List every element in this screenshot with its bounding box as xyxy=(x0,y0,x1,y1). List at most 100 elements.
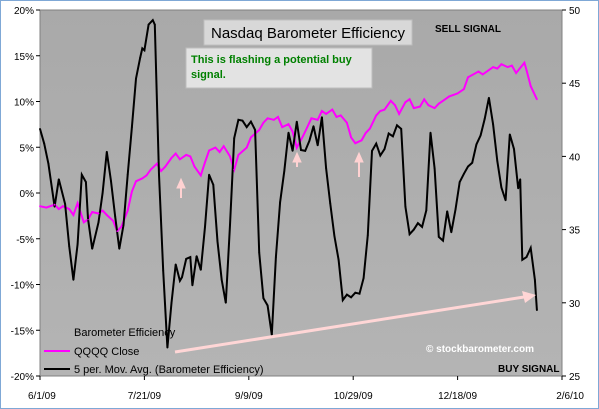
moving-average-point xyxy=(275,256,277,258)
qqqq-close-point xyxy=(427,104,430,107)
moving-average-point xyxy=(287,131,290,134)
moving-average-point xyxy=(80,173,83,176)
qqqq-close-point xyxy=(369,127,371,130)
qqqq-close-point xyxy=(306,126,309,128)
moving-average-point xyxy=(429,131,432,134)
moving-average-point xyxy=(141,47,144,50)
qqqq-close-point xyxy=(492,66,494,68)
up-arrow-icon xyxy=(176,177,186,198)
qqqq-close-point xyxy=(331,108,334,111)
qqqq-close-point xyxy=(101,209,104,212)
qqqq-close-point xyxy=(174,152,177,155)
x-axis-tick-label: 6/1/09 xyxy=(28,391,56,402)
moving-average-point xyxy=(358,292,361,295)
qqqq-close-point xyxy=(375,114,378,117)
moving-average-point xyxy=(450,231,453,234)
moving-average-point xyxy=(233,137,236,140)
x-axis-tick-label: 9/9/09 xyxy=(235,391,263,402)
moving-average-point xyxy=(483,118,486,120)
moving-average-point xyxy=(337,258,340,261)
qqqq-close-point xyxy=(412,107,415,109)
moving-average-point xyxy=(341,299,344,301)
qqqq-close-point xyxy=(116,230,119,233)
moving-average-point xyxy=(39,127,41,130)
up-arrow-icon xyxy=(354,151,364,177)
moving-average-point xyxy=(492,123,494,126)
moving-average-point xyxy=(147,23,150,26)
qqqq-close-point xyxy=(467,76,469,79)
qqqq-close-point xyxy=(346,121,348,124)
moving-average-point xyxy=(463,172,465,175)
qqqq-close-point xyxy=(500,63,503,66)
moving-average-point xyxy=(404,205,407,208)
qqqq-close-point xyxy=(149,168,152,171)
moving-average-point xyxy=(254,129,256,131)
qqqq-close-point xyxy=(394,104,396,107)
qqqq-close-point xyxy=(229,155,231,158)
moving-average-point xyxy=(300,149,302,151)
qqqq-close-point xyxy=(237,154,240,156)
qqqq-close-point xyxy=(316,118,319,121)
right-axis-tick-label: 50 xyxy=(569,6,581,17)
moving-average-point xyxy=(346,293,348,296)
qqqq-close-point xyxy=(448,95,451,98)
moving-average-point xyxy=(191,284,194,287)
qqqq-close-point xyxy=(525,69,528,71)
qqqq-close-point xyxy=(208,149,211,152)
moving-average-point xyxy=(53,205,56,208)
x-axis-tick-label: 7/21/09 xyxy=(128,391,162,402)
left-axis-tick-label: 10% xyxy=(14,98,34,109)
qqqq-close-point xyxy=(135,180,137,183)
moving-average-point xyxy=(350,296,352,299)
qqqq-close-point xyxy=(179,158,181,161)
moving-average-point xyxy=(245,126,248,128)
moving-average-point xyxy=(316,144,319,147)
chart-title: Nasdaq Barometer Efficiency xyxy=(211,25,405,42)
moving-average-point xyxy=(114,215,117,218)
right-axis-tick-label: 25 xyxy=(569,372,581,383)
qqqq-close-point xyxy=(112,219,114,222)
moving-average-point xyxy=(43,142,46,145)
moving-average-point xyxy=(85,181,87,183)
moving-average-point xyxy=(387,132,390,135)
qqqq-close-point xyxy=(506,66,509,68)
note-box xyxy=(185,47,373,89)
qqqq-close-point xyxy=(295,146,298,149)
moving-average-point xyxy=(76,243,79,246)
moving-average-point xyxy=(229,224,231,226)
moving-average-point xyxy=(529,247,532,249)
qqqq-close-point xyxy=(277,116,279,118)
qqqq-close-point xyxy=(233,168,236,171)
moving-average-point xyxy=(60,186,62,189)
moving-average-point xyxy=(421,226,423,228)
qqqq-close-point xyxy=(481,73,484,76)
qqqq-close-point xyxy=(291,130,294,133)
moving-average-point xyxy=(91,247,94,250)
moving-average-point xyxy=(195,255,198,257)
moving-average-point xyxy=(519,178,522,181)
moving-average-point xyxy=(258,251,261,254)
qqqq-close-point xyxy=(120,225,123,228)
qqqq-close-point xyxy=(199,174,202,177)
legend: Barometer Efficiency QQQQ Close 5 per. M… xyxy=(44,327,264,376)
moving-average-point xyxy=(151,19,154,21)
moving-average-point xyxy=(216,240,219,243)
watermark: © stockbarometer.com xyxy=(426,344,534,355)
left-axis-tick-label: -5% xyxy=(16,235,34,246)
qqqq-close-point xyxy=(131,190,133,193)
moving-average-point xyxy=(118,247,121,250)
qqqq-close-point xyxy=(423,98,426,101)
moving-average-point xyxy=(266,304,269,307)
qqqq-close-point xyxy=(463,88,465,90)
moving-average-point xyxy=(433,167,436,170)
left-axis-tick-label: -10% xyxy=(11,281,34,292)
left-axis-tick-label: -15% xyxy=(11,326,34,337)
moving-average-point xyxy=(131,126,133,128)
qqqq-close-point xyxy=(189,155,192,158)
note-text: This is flashing a potential buy signal. xyxy=(191,54,355,81)
moving-average-point xyxy=(295,120,298,123)
moving-average-point xyxy=(454,208,457,211)
x-axis-tick-label: 2/6/10 xyxy=(556,391,584,402)
moving-average-point xyxy=(521,258,524,261)
